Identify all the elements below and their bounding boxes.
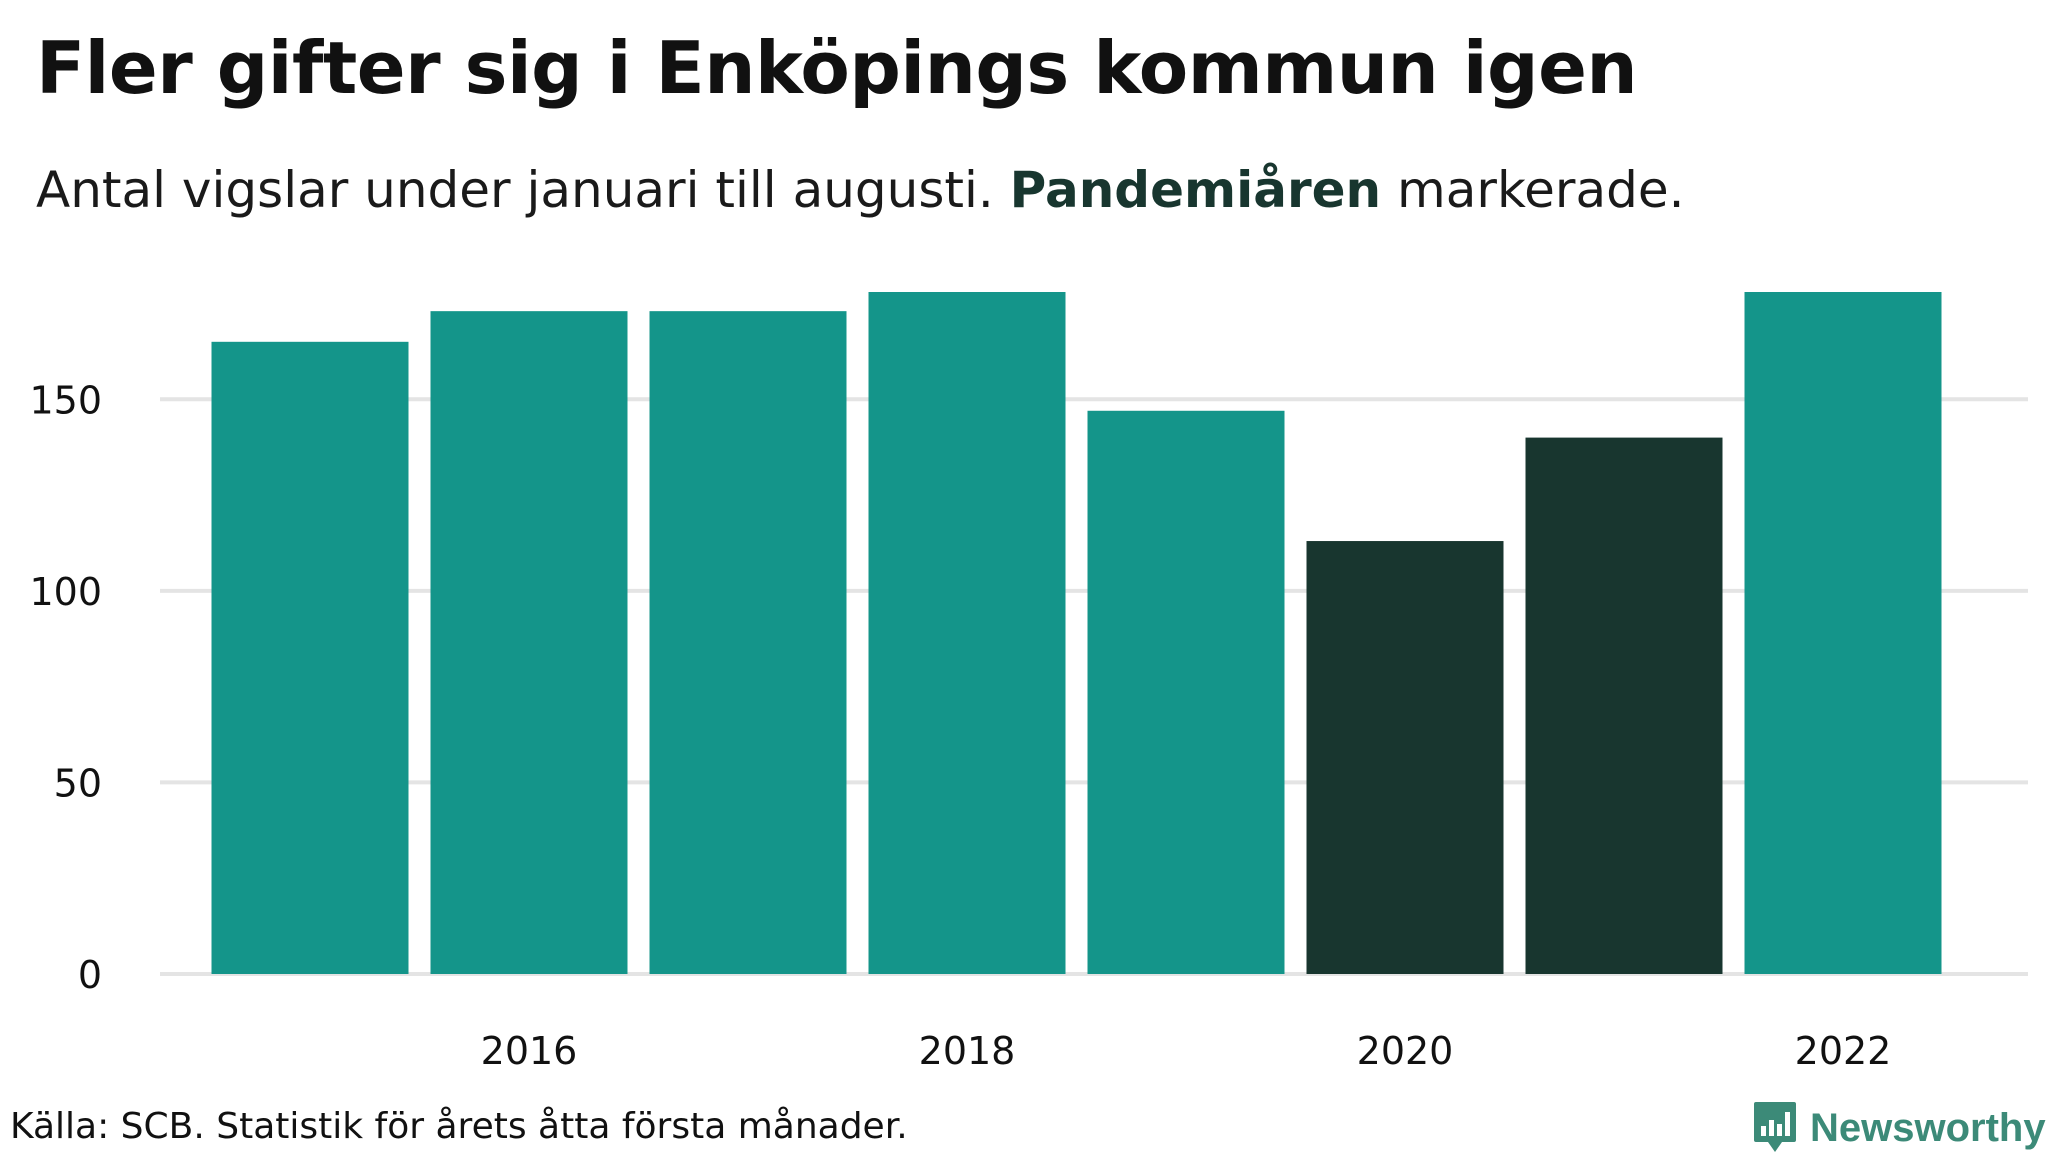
- x-tick-label: 2018: [919, 1029, 1016, 1073]
- source-note: Källa: SCB. Statistik för årets åtta för…: [10, 1106, 908, 1147]
- chart-subtitle: Antal vigslar under januari till augusti…: [36, 150, 1684, 230]
- bars: [211, 292, 1942, 975]
- subtitle-text: Antal vigslar under januari till augusti…: [36, 161, 1010, 219]
- subtitle-text-end: markerade.: [1381, 161, 1685, 219]
- y-axis-ticks: 0 50 100 150: [29, 378, 102, 997]
- bar-2021[interactable]: [1525, 437, 1723, 974]
- chart-title: Fler gifter sig i Enköpings kommun igen: [36, 26, 1638, 110]
- subtitle-highlight: Pandemiåren: [1009, 161, 1382, 219]
- bar-2019[interactable]: [1087, 410, 1285, 974]
- x-tick-label: 2016: [481, 1029, 578, 1073]
- bar-2018[interactable]: [868, 292, 1066, 974]
- bar-2020[interactable]: [1306, 541, 1504, 974]
- y-tick-label: 50: [54, 761, 102, 805]
- x-tick-label: 2022: [1795, 1029, 1892, 1073]
- bar-2022[interactable]: [1744, 292, 1942, 974]
- y-tick-label: 150: [29, 378, 102, 422]
- bar-2015[interactable]: [211, 341, 409, 975]
- bar-2016[interactable]: [430, 311, 628, 974]
- x-tick-label: 2020: [1357, 1029, 1454, 1073]
- newsworthy-logo-icon: [1754, 1102, 1796, 1152]
- brand-name: Newsworthy: [1810, 1105, 2046, 1150]
- bar-chart: 0 50 100 150 2016 2018 2020 2022: [29, 292, 2028, 1073]
- y-tick-label: 0: [78, 953, 102, 997]
- bar-2017[interactable]: [649, 311, 847, 974]
- brand-logo[interactable]: Newsworthy: [1752, 1098, 2046, 1158]
- x-axis-ticks: 2016 2018 2020 2022: [481, 1029, 1892, 1073]
- y-tick-label: 100: [29, 570, 102, 614]
